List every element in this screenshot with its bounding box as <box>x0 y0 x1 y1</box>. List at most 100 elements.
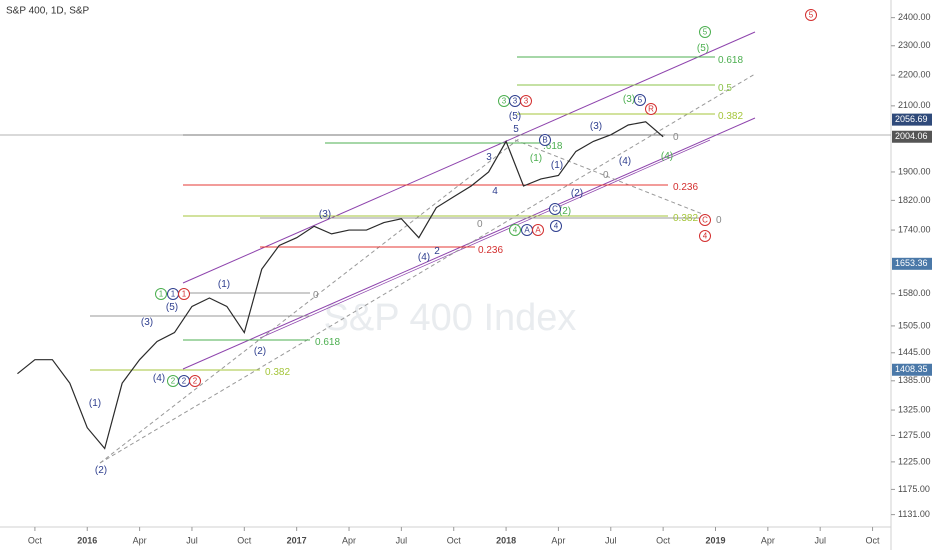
annotation: (5) <box>509 111 521 122</box>
wave-circle <box>699 26 711 38</box>
annotation: R <box>648 105 654 114</box>
x-tick-label: 2018 <box>496 535 516 545</box>
y-tick-label: 1275.00 <box>898 430 931 440</box>
annotation: 2 <box>171 377 176 386</box>
wave-circle <box>805 9 817 21</box>
annotation: 1 <box>182 290 187 299</box>
dashed-trend <box>99 137 521 464</box>
x-tick-label: Oct <box>866 535 881 545</box>
annotation: 0 <box>673 132 679 143</box>
x-tick-label: Apr <box>342 535 356 545</box>
y-tick-label: 1385.00 <box>898 375 931 385</box>
y-tick-label: 1580.00 <box>898 288 931 298</box>
wave-circle <box>155 288 167 300</box>
y-tick-label: 1820.00 <box>898 195 931 205</box>
x-tick-label: Apr <box>761 535 775 545</box>
x-tick-label: Jul <box>396 535 408 545</box>
x-tick-label: 2016 <box>77 535 97 545</box>
annotation: (2) <box>254 346 266 357</box>
x-tick-label: Jul <box>186 535 198 545</box>
x-tick-label: Oct <box>237 535 252 545</box>
wave-circle <box>189 375 201 387</box>
annotation: 0.236 <box>478 245 503 256</box>
x-tick-label: 2019 <box>705 535 725 545</box>
y-tick-label: 2300.00 <box>898 40 931 50</box>
x-tick-label: Oct <box>28 535 43 545</box>
annotation: 0 <box>313 290 319 301</box>
annotation: (2) <box>95 465 107 476</box>
annotation: (3) <box>590 121 602 132</box>
wave-circle <box>178 288 190 300</box>
annotation: 5 <box>638 96 643 105</box>
annotation: B <box>542 136 547 145</box>
annotation: (1) <box>530 153 542 164</box>
y-tick-label: 2200.00 <box>898 70 931 80</box>
annotation: (5) <box>166 302 178 313</box>
annotation: A <box>524 226 530 235</box>
x-tick-label: Jul <box>605 535 617 545</box>
annotation: (2) <box>571 188 583 199</box>
y-tick-label: 1900.00 <box>898 166 931 176</box>
wave-circle <box>550 220 562 232</box>
annotation: 0.382 <box>718 111 743 122</box>
x-tick-label: Jul <box>814 535 826 545</box>
y-tick-label: 1175.00 <box>898 484 930 494</box>
annotation: 3 <box>486 152 492 163</box>
annotation: (4) <box>619 156 631 167</box>
drawings <box>0 31 891 464</box>
annotation: 5 <box>513 124 519 135</box>
annotation: 1 <box>159 290 164 299</box>
annotation: C <box>702 216 708 225</box>
price-series <box>17 121 664 450</box>
annotation: 0 <box>477 219 483 230</box>
annotation: 4 <box>554 222 559 231</box>
wave-circle <box>699 214 711 226</box>
annotation: 0.618 <box>315 337 340 348</box>
annotation: 5 <box>809 11 814 20</box>
annotation: (1) <box>89 398 101 409</box>
wave-circle <box>699 230 711 242</box>
y-tick-label: 2400.00 <box>898 12 931 22</box>
annotation: 4 <box>703 232 708 241</box>
annotation: (1) <box>551 160 563 171</box>
annotation: (3) <box>141 317 153 328</box>
wave-circle <box>539 134 551 146</box>
annotation: 0.236 <box>673 182 698 193</box>
price-label-box <box>892 363 932 376</box>
dashed-trend <box>514 139 706 216</box>
annotation: 0.382 <box>265 367 290 378</box>
channel-inner <box>259 139 711 339</box>
annotation: (5) <box>697 43 709 54</box>
wave-circle <box>634 94 646 106</box>
wave-circle <box>520 95 532 107</box>
y-tick-label: 1131.00 <box>898 509 930 519</box>
annotation: 3 <box>524 97 529 106</box>
price-label: 1653.36 <box>895 258 928 268</box>
annotation: 0.382 <box>673 213 698 224</box>
annotation: (4) <box>153 373 165 384</box>
annotation: (4) <box>661 151 673 162</box>
annotation: .618 <box>543 141 563 152</box>
dashed-trend <box>99 73 756 464</box>
annotation: (1) <box>218 279 230 290</box>
annotation: (4) <box>418 252 430 263</box>
x-tick-label: Oct <box>447 535 462 545</box>
wave-circle <box>645 103 657 115</box>
y-tick-label: 2100.00 <box>898 100 931 110</box>
x-tick-label: Apr <box>551 535 565 545</box>
watermark: S&P 400 Index <box>324 297 577 339</box>
y-tick-label: 1740.00 <box>898 224 931 234</box>
price-label-box <box>892 113 932 126</box>
y-tick-label: 1505.00 <box>898 320 931 330</box>
annotation: (3) <box>319 209 331 220</box>
annotation: 1 <box>171 290 176 299</box>
price-label-box <box>892 257 932 270</box>
wave-circle <box>549 203 561 215</box>
annotation: (3) <box>623 94 635 105</box>
x-tick-label: Apr <box>133 535 147 545</box>
annotation: 0.5 <box>718 83 732 94</box>
annotation: 0 <box>716 215 722 226</box>
annotation: (2) <box>559 206 571 217</box>
